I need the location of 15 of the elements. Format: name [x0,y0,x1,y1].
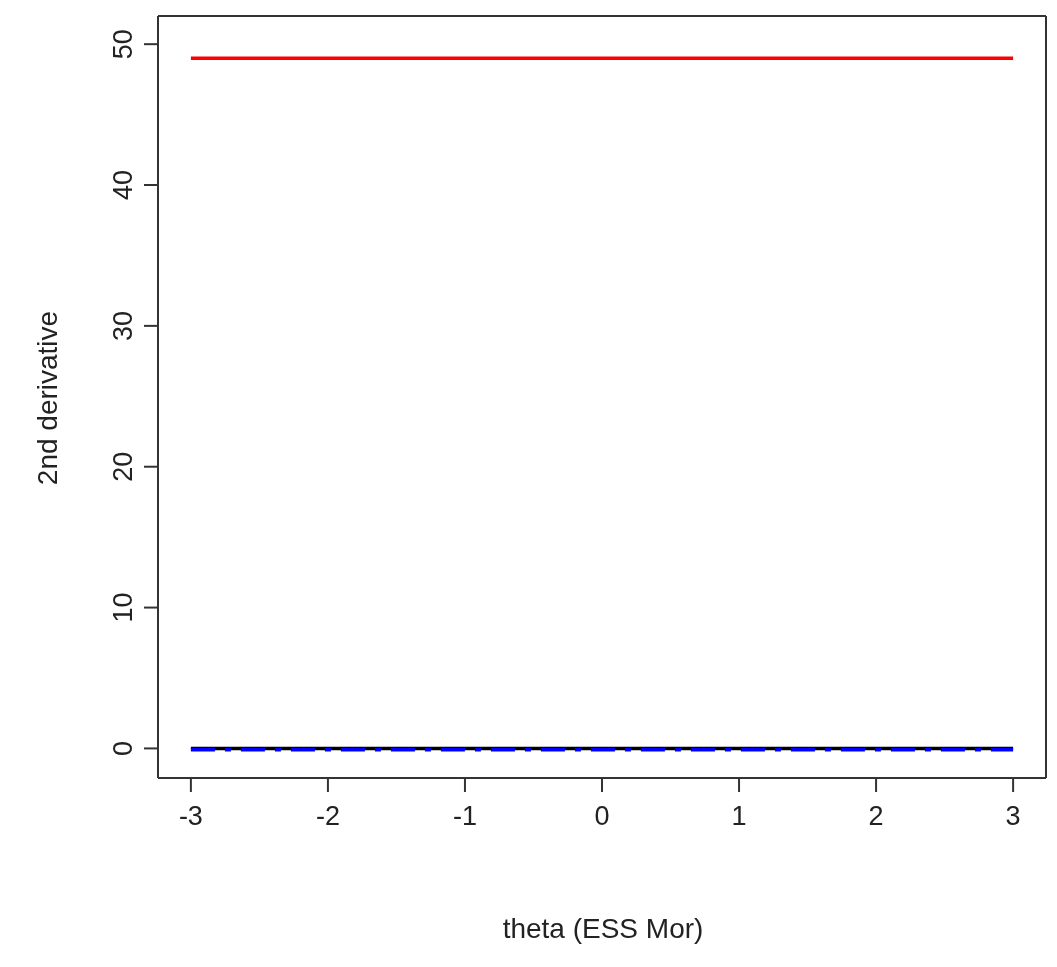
x-tick-label: 3 [1005,801,1021,832]
y-tick-label: 40 [108,170,138,201]
x-tick-label: -2 [315,801,340,832]
x-tick-label: -3 [178,801,203,832]
y-tick-label: 10 [108,592,138,623]
y-tick-label: 0 [108,740,138,756]
x-tick-label: 1 [731,801,747,832]
y-tick-label: 50 [108,29,138,60]
x-tick-label: 2 [868,801,884,832]
y-axis-title: 2nd derivative [32,310,64,486]
x-axis-title: theta (ESS Mor) [501,913,705,945]
x-tick-label: -1 [452,801,477,832]
y-tick-label: 30 [108,310,138,341]
x-tick-label: 0 [594,801,610,832]
y-tick-label: 20 [108,451,138,482]
